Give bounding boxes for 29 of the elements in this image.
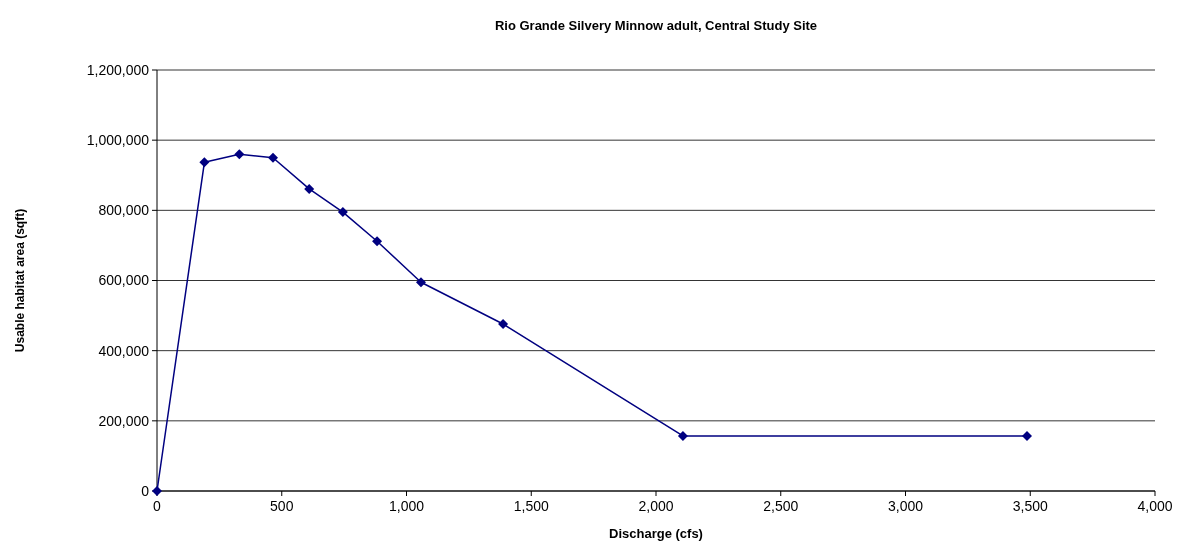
x-tick-label: 3,500 [1012,498,1048,514]
point [677,430,688,441]
x-tick-label: 3,000 [887,498,924,514]
point [337,207,348,218]
y-tick-label: 200,000 [98,412,150,429]
point [304,183,315,194]
y-tick-label: 1,000,000 [86,132,150,149]
point [1022,430,1033,441]
y-tick-label: 800,000 [98,202,150,219]
point [372,236,383,247]
x-tick-label: 1,000 [388,498,425,514]
x-tick-label: 4,000 [1137,498,1173,514]
x-tick-label: 2,000 [638,498,674,514]
x-tick-label: 500 [270,498,294,514]
chart-title: Rio Grande Silvery Minnow adult, Central Study Site [494,18,818,33]
x-tick-label: 2,500 [763,498,799,514]
y-tick-label: 1,200,000 [86,61,150,78]
x-tick-label: 0 [153,498,162,514]
point [498,319,509,329]
point [199,157,210,168]
x-axis-title: Discharge (cfs) [609,526,703,541]
y-tick-label: 0 [141,482,150,499]
point [234,149,245,160]
point [415,277,426,288]
point [268,152,279,163]
x-tick-label: 1,500 [513,498,549,514]
y-tick-label: 600,000 [98,272,150,289]
y-tick-label: 400,000 [98,342,150,359]
y-axis-title: Usable habitat area (sqft) [13,208,27,353]
